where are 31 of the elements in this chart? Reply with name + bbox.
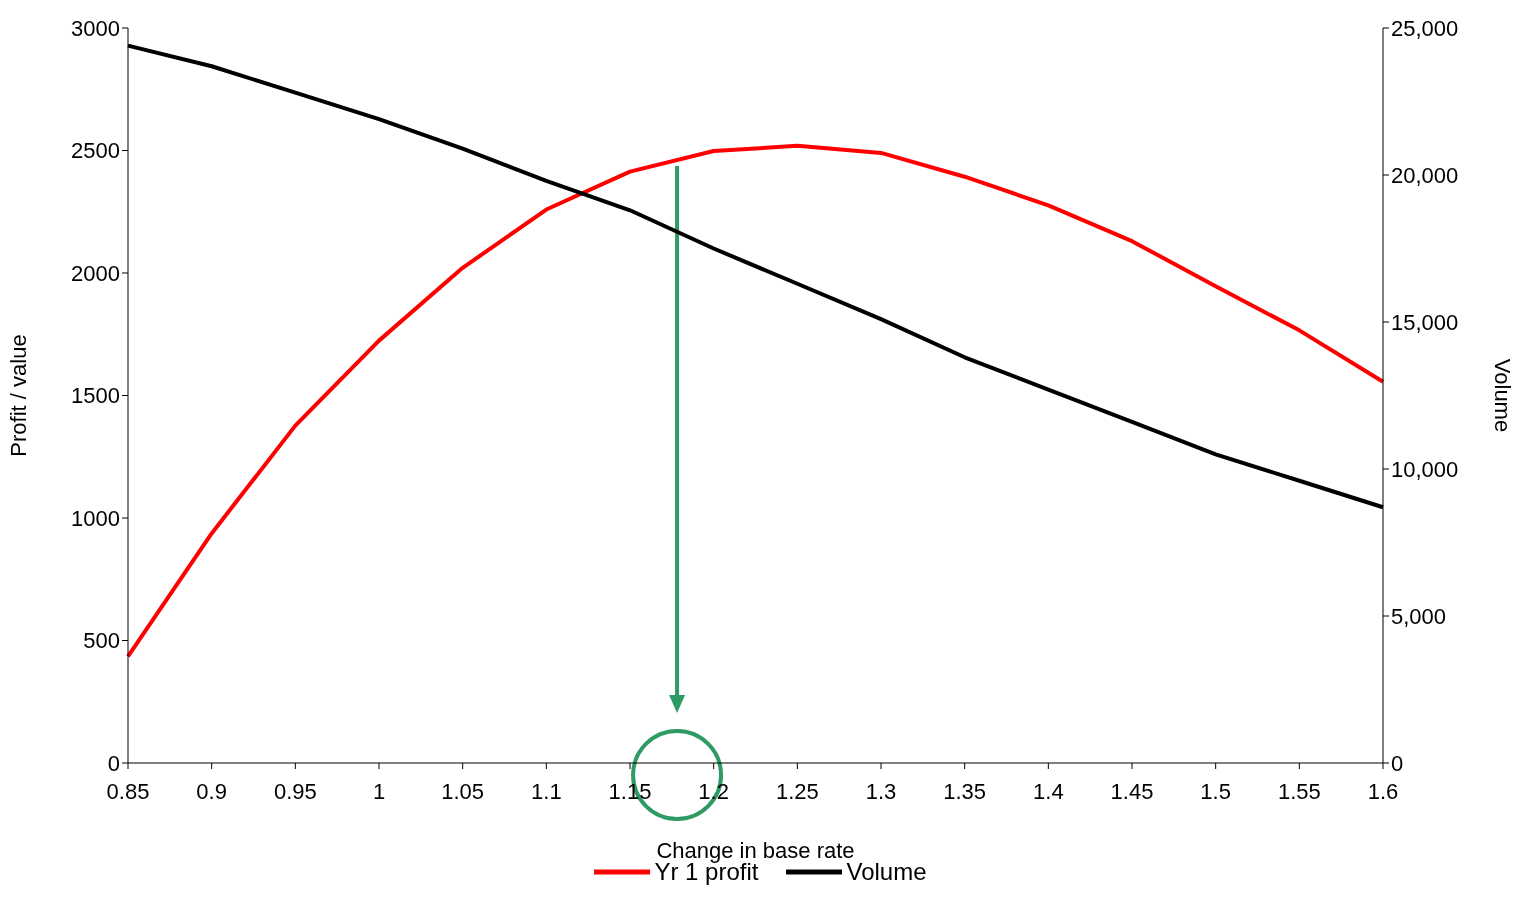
y-tick-label: 3000 [71, 15, 120, 41]
y-tick-label: 0 [107, 750, 120, 776]
y2-tick-label: 25,000 [1391, 15, 1459, 41]
x-tick-label: 1.05 [441, 778, 485, 804]
y-tick-label: 500 [83, 628, 120, 654]
y2-tick-label: 15,000 [1391, 309, 1459, 335]
x-tick-label: 1.55 [1277, 778, 1321, 804]
y-tick-label: 1500 [71, 383, 120, 409]
y-tick-label: 2000 [71, 260, 120, 286]
y2-tick-label: 20,000 [1391, 162, 1459, 188]
x-tick-label: 1.35 [943, 778, 987, 804]
y2-tick-label: 0 [1391, 750, 1404, 776]
x-tick-label: 1.4 [1033, 778, 1064, 804]
x-tick-label: 1 [372, 778, 386, 804]
x-tick-label: 1.1 [531, 778, 562, 804]
x-tick-label: 1.45 [1110, 778, 1154, 804]
y-tick-label: 2500 [71, 138, 120, 164]
y2-tick-label: 10,000 [1391, 456, 1459, 482]
x-tick-label: 0.95 [273, 778, 317, 804]
line-series [126, 143, 1385, 659]
legend-label: Volume [846, 858, 927, 886]
x-tick-label: 1.3 [865, 778, 897, 804]
y-tick-label: 1000 [71, 505, 120, 531]
y-axis-title: Profit / value [5, 334, 31, 457]
x-tick-label: 0.85 [106, 778, 150, 804]
y2-tick-label: 5,000 [1391, 603, 1447, 629]
y2-axis-title: Volume [1490, 358, 1516, 433]
x-tick-label: 1.5 [1200, 778, 1231, 804]
x-tick-label: 1.6 [1367, 778, 1399, 804]
x-tick-label: 0.9 [196, 778, 227, 804]
x-tick-label: 1.25 [775, 778, 819, 804]
